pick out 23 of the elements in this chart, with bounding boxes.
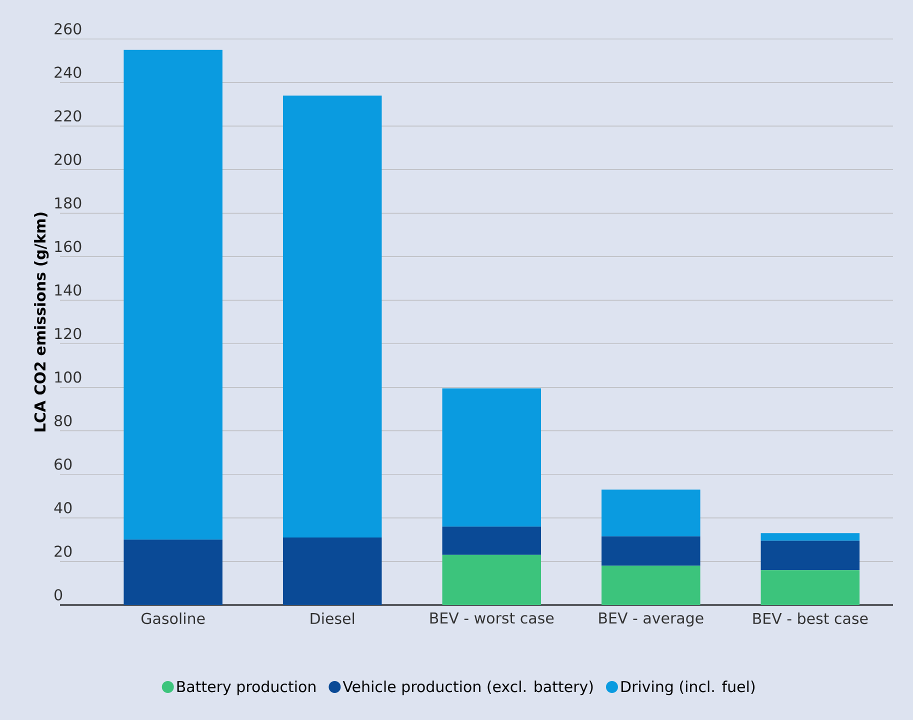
y-tick-label: 260	[54, 23, 82, 34]
x-tick-label: BEV - worst case	[430, 612, 554, 624]
y-tick-label: 120	[55, 328, 82, 340]
y-tick-label: 220	[54, 110, 82, 122]
y-tick-label: 20	[54, 546, 72, 557]
x-tick-label: Diesel	[310, 612, 354, 624]
y-tick-label: 60	[54, 458, 72, 470]
y-tick-label: 200	[54, 154, 82, 166]
x-tick-label: BEV - average	[599, 612, 704, 627]
legend-label: Battery production	[177, 680, 316, 696]
y-tick-label: 0	[54, 589, 62, 600]
y-tick-label: 100	[55, 371, 82, 383]
y-tick-label: 80	[54, 414, 72, 426]
y-tick-label: 160	[55, 240, 82, 252]
legend-label: Vehicle production (excl. battery)	[342, 680, 593, 696]
x-tick-label: BEV - best case	[753, 612, 868, 624]
y-tick-label: 240	[54, 66, 82, 78]
y-tick-label: 140	[55, 284, 82, 296]
x-tick-label: Gasoline	[142, 612, 205, 624]
y-axis-title: LCA CO2 emissions (g/km)	[34, 212, 49, 432]
y-tick-label: 40	[54, 502, 72, 514]
legend-label: Driving (incl. fuel)	[621, 680, 755, 696]
y-tick-label: 180	[55, 197, 82, 209]
